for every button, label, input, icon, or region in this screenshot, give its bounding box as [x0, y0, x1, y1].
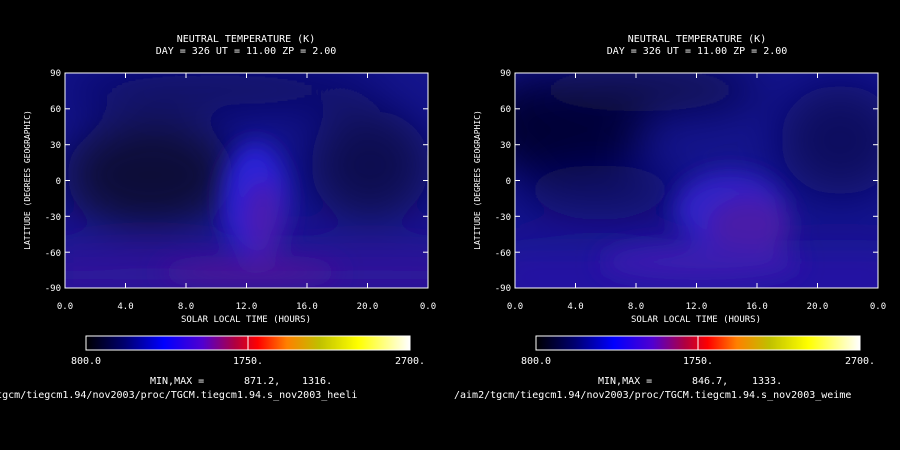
min-value: 846.7,	[692, 376, 728, 387]
y-tick-label: 0	[506, 177, 511, 187]
colorbar-min-label: 800.0	[521, 356, 551, 367]
chart-subtitle: DAY = 326 UT = 11.00 ZP = 2.00	[156, 46, 337, 57]
minmax-label: MIN,MAX =	[598, 376, 652, 387]
y-tick-label: -60	[495, 249, 511, 259]
x-tick-label: 4.0	[567, 302, 583, 312]
x-tick-label: 0.0	[507, 302, 523, 312]
heatmap-1	[65, 73, 428, 288]
x-tick-label: 16.0	[746, 302, 768, 312]
x-tick-label: 20.0	[807, 302, 829, 312]
x-tick-label: 12.0	[686, 302, 708, 312]
x-tick-labels: 0.0 4.0 8.0 12.0 16.0 20.0 0.0	[507, 302, 886, 312]
x-tick-label: 0.0	[57, 302, 73, 312]
colorbar-max-label: 2700.	[395, 356, 425, 367]
axis-ticks	[514, 73, 879, 288]
y-tick-label: 30	[500, 141, 511, 151]
min-value: 871.2,	[244, 376, 280, 387]
y-tick-label: -90	[495, 284, 511, 294]
x-tick-label: 4.0	[117, 302, 133, 312]
x-tick-label: 8.0	[178, 302, 194, 312]
y-tick-label: 0	[56, 177, 61, 187]
y-tick-label: -90	[45, 284, 61, 294]
y-tick-label: -30	[45, 213, 61, 223]
heatmap-2	[515, 73, 878, 288]
y-tick-label: 60	[500, 105, 511, 115]
axis-ticks	[64, 72, 429, 288]
y-tick-labels: 90 60 30 0 -30 -60 -90	[495, 69, 511, 294]
x-tick-label: 0.0	[870, 302, 886, 312]
x-tick-labels: 0.0 4.0 8.0 12.0 16.0 20.0 0.0	[57, 302, 436, 312]
panel-1: NEUTRAL TEMPERATURE (K) DAY = 326 UT = 1…	[23, 34, 436, 387]
x-tick-label: 20.0	[357, 302, 379, 312]
x-axis-label: SOLAR LOCAL TIME (HOURS)	[181, 315, 311, 325]
minmax-label: MIN,MAX =	[150, 376, 204, 387]
y-tick-labels: 90 60 30 0 -30 -60 -90	[45, 69, 61, 294]
file-path-clip-1: /aim2/tgcm/tiegcm1.94/nov2003/proc/TGCM.…	[0, 390, 357, 401]
y-tick-label: 30	[50, 141, 61, 151]
x-axis-label: SOLAR LOCAL TIME (HOURS)	[631, 315, 761, 325]
y-axis-label: LATITUDE (DEGREES GEOGRAPHIC)	[473, 110, 482, 250]
x-tick-label: 12.0	[236, 302, 258, 312]
y-tick-label: -30	[495, 213, 511, 223]
panel-2: NEUTRAL TEMPERATURE (K) DAY = 326 UT = 1…	[473, 34, 886, 387]
file-path-clip-2: /aim2/tgcm/tiegcm1.94/nov2003/proc/TGCM.…	[454, 390, 851, 401]
colorbar-mid-label: 1750.	[233, 356, 263, 367]
y-tick-label: 90	[50, 69, 61, 79]
colorbar-max-label: 2700.	[845, 356, 875, 367]
file-path-1: /aim2/tgcm/tiegcm1.94/nov2003/proc/TGCM.…	[0, 390, 357, 401]
file-path-2: /aim2/tgcm/tiegcm1.94/nov2003/proc/TGCM.…	[454, 390, 851, 401]
max-value: 1333.	[752, 376, 782, 387]
x-tick-label: 0.0	[420, 302, 436, 312]
y-tick-label: 90	[500, 69, 511, 79]
chart-title: NEUTRAL TEMPERATURE (K)	[177, 34, 315, 45]
chart-subtitle: DAY = 326 UT = 11.00 ZP = 2.00	[607, 46, 788, 57]
max-value: 1316.	[302, 376, 332, 387]
y-tick-label: -60	[45, 249, 61, 259]
x-tick-label: 16.0	[296, 302, 318, 312]
colorbar-mid-label: 1750.	[683, 356, 713, 367]
colorbar-min-label: 800.0	[71, 356, 101, 367]
y-axis-label: LATITUDE (DEGREES GEOGRAPHIC)	[23, 110, 32, 250]
chart-title: NEUTRAL TEMPERATURE (K)	[628, 34, 766, 45]
y-tick-label: 60	[50, 105, 61, 115]
x-tick-label: 8.0	[628, 302, 644, 312]
